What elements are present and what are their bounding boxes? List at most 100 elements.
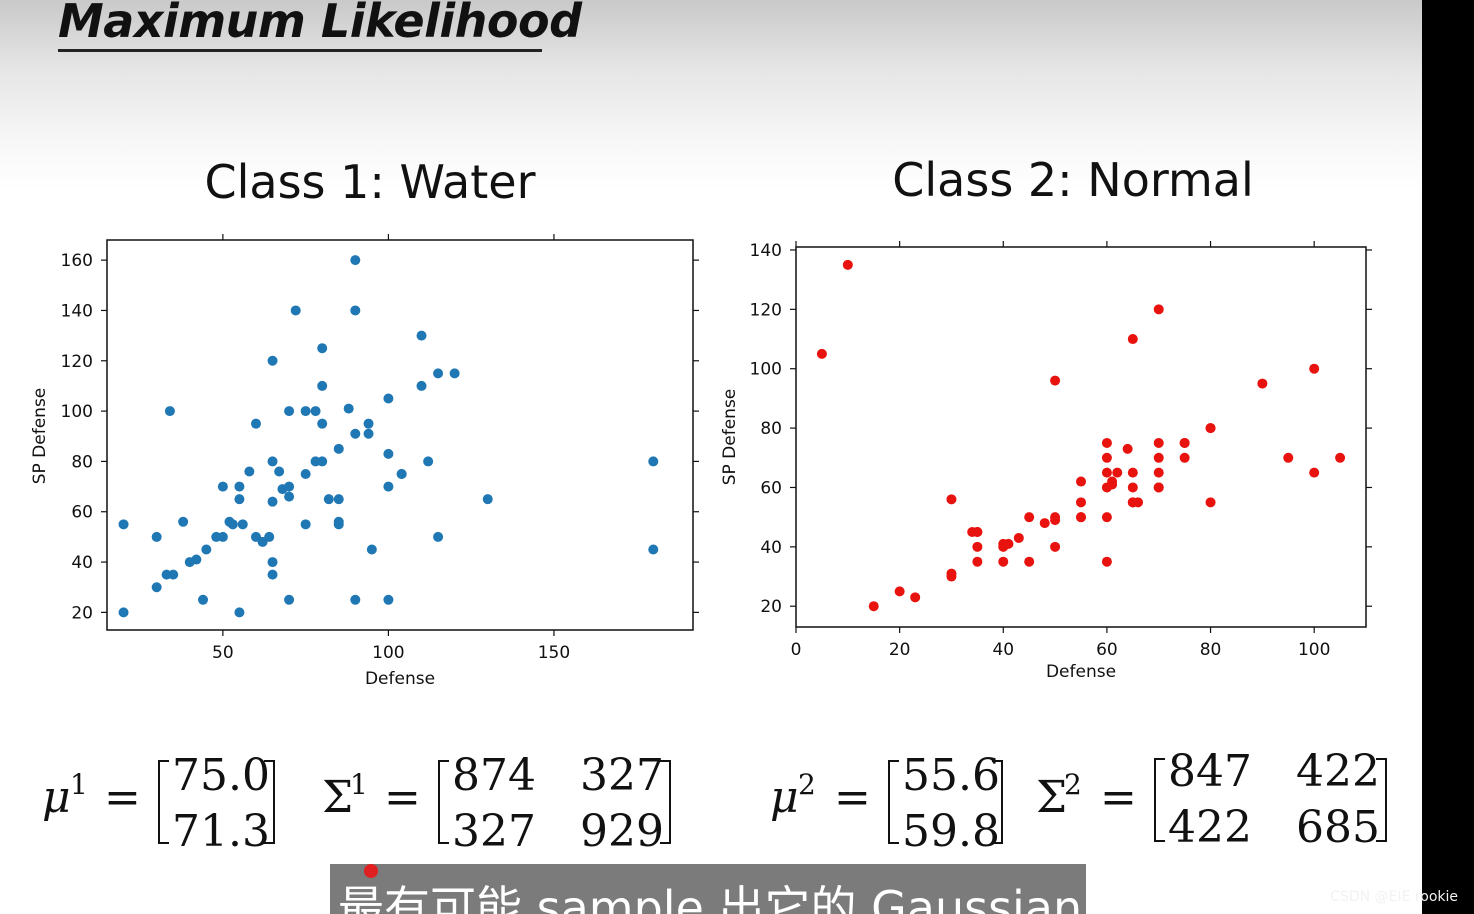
data-point [191,554,202,565]
data-point [383,481,394,492]
mu-value: 55.6 [902,750,1000,801]
red-dot-icon [364,864,378,878]
right-bracket [992,760,1003,844]
sigma-value: 422 [1296,746,1380,797]
data-point [416,330,427,341]
data-point [1039,518,1050,529]
data-point [227,519,238,530]
data-point [274,466,285,477]
data-point [333,494,344,505]
charts-canvas: Class 1: Water 50 100 150 20 40 60 80 100 120 140… [30,153,1372,689]
data-point [300,469,311,479]
data-point [1024,512,1035,523]
data-point [1024,556,1035,567]
data-point [317,380,328,391]
x-tick-label: 150 [538,643,570,663]
formula-class1: μ 1 = 75.0 71.3 Σ 1 = 874 327 327 929 [42,750,671,857]
right-bracket [1376,758,1387,842]
data-point [1101,437,1112,448]
data-point [1003,538,1014,549]
data-point [482,494,493,505]
equals-sign: = [384,772,421,823]
data-point [244,466,255,477]
x-axis-label: Defense [365,669,435,689]
data-point [366,544,377,555]
data-point [1205,497,1216,508]
data-point [198,594,209,605]
data-point [383,594,394,605]
data-point [151,582,162,593]
data-point [648,544,659,555]
sigma-value: 874 [452,750,536,801]
data-point [1076,512,1086,523]
mu-superscript: 1 [70,768,88,801]
data-point [433,531,444,542]
data-point [300,519,311,530]
subtitle-caption: 最有可能 sample 出它的 Gaussian [330,864,1086,914]
data-point [1122,443,1133,454]
y-tick-label: 100 [61,402,93,422]
chart-title: Class 2: Normal [892,153,1253,207]
data-point [423,456,434,467]
data-point [1101,556,1112,567]
y-tick-label: 20 [71,603,93,623]
left-bracket [158,760,169,844]
points [118,255,659,618]
data-point [234,494,245,505]
y-tick-label: 40 [71,553,93,573]
y-tick-label: 100 [750,360,782,380]
sigma-symbol: Σ [1036,772,1068,823]
data-point [972,541,983,552]
data-point [416,380,427,391]
data-point [350,428,361,439]
data-point [998,556,1009,567]
data-point [284,594,295,605]
sigma-superscript: 2 [1064,768,1082,801]
data-point [894,586,905,597]
sigma-value: 327 [580,750,664,801]
data-point [946,494,957,505]
mu-value: 75.0 [172,750,270,801]
x-tick-label: 100 [1298,640,1330,660]
data-point [842,259,853,270]
data-point [237,519,248,530]
plot-area [795,246,1367,628]
x-tick-label: 80 [1200,640,1222,660]
right-bracket [660,760,671,844]
data-point [1101,467,1112,478]
data-point [217,481,228,492]
x-tick-label: 20 [889,640,911,660]
caption-text: 最有可能 sample 出它的 Gaussian [338,881,1083,914]
data-point [1101,452,1112,463]
data-point [323,494,334,505]
data-point [284,491,295,502]
left-bracket [1154,758,1165,842]
data-point [1309,467,1320,478]
y-tick-label: 20 [760,597,782,617]
data-point [1112,467,1123,478]
x-axis-label: Defense [1046,662,1116,682]
x-tick-label: 50 [212,643,234,663]
data-point [1050,512,1061,523]
y-tick-label: 60 [71,503,93,523]
chart-title: Class 1: Water [204,155,535,209]
data-point [1013,532,1024,543]
data-point [1309,363,1320,374]
data-point [217,531,228,542]
x-tick-label: 40 [992,640,1014,660]
data-point [972,527,983,537]
data-point [350,305,361,316]
data-point [284,406,295,417]
data-point [267,496,278,507]
data-point [310,406,321,417]
points [816,259,1346,612]
data-point [201,544,212,555]
data-point [449,368,460,379]
sigma-value: 422 [1168,802,1252,853]
sigma-value: 327 [452,806,536,857]
data-point [118,607,129,618]
data-point [396,469,407,479]
sigma-value: 929 [580,806,664,857]
data-point [267,557,278,568]
chart-class2-normal: Class 2: Normal 0 20 40 60 80 100 20 40 60 80 100 1… [720,153,1372,682]
